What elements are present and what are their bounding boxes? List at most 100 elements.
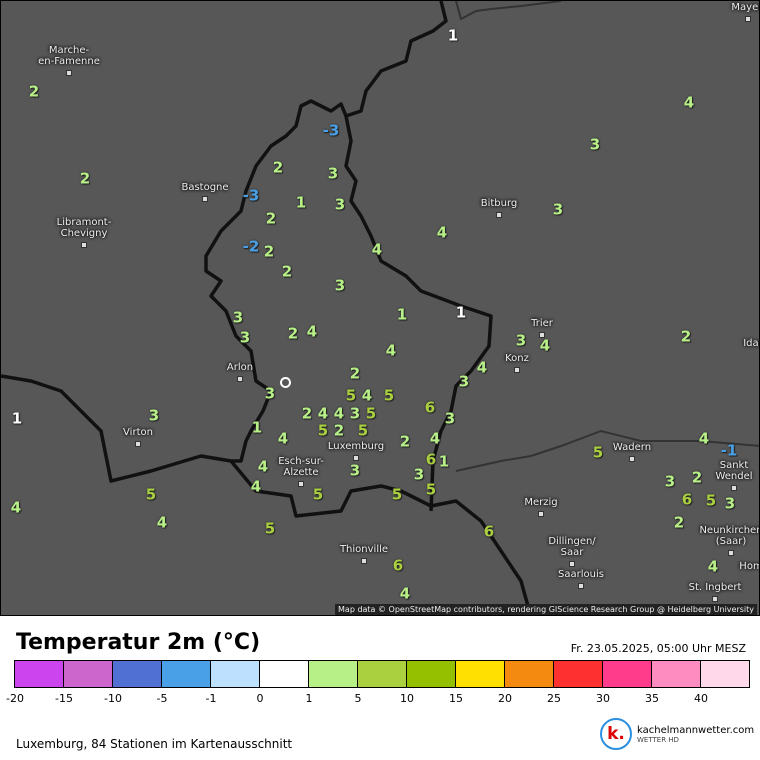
station-value[interactable]: 2	[680, 327, 692, 346]
station-value[interactable]: 3	[349, 404, 361, 423]
station-value[interactable]: 4	[429, 429, 441, 448]
scale-swatch	[113, 661, 162, 687]
station-value[interactable]: 3	[327, 164, 339, 183]
station-value[interactable]: 2	[673, 513, 685, 532]
station-value[interactable]: 4	[317, 404, 329, 423]
station-value[interactable]: 3	[349, 461, 361, 480]
station-value[interactable]: 1	[251, 418, 263, 437]
station-value[interactable]: 2	[691, 468, 703, 487]
city-label: Bitburg	[480, 198, 518, 209]
station-value[interactable]: 5	[145, 485, 157, 504]
station-value[interactable]: 6	[425, 450, 437, 469]
station-value[interactable]: 4	[385, 341, 397, 360]
station-value[interactable]: 3	[334, 195, 346, 214]
city-label: Konz	[505, 353, 529, 364]
station-value[interactable]: 5	[383, 386, 395, 405]
scale-tick: 0	[256, 692, 264, 705]
station-value[interactable]: 4	[698, 429, 710, 448]
station-value[interactable]: 2	[287, 324, 299, 343]
station-value[interactable]: 5	[365, 404, 377, 423]
station-value[interactable]: 4	[361, 386, 373, 405]
station-value[interactable]: 2	[301, 404, 313, 423]
scale-swatch	[358, 661, 407, 687]
station-value[interactable]: -3	[242, 186, 260, 205]
city-label: Wadern	[612, 442, 652, 453]
station-value[interactable]: 4	[539, 336, 551, 355]
station-value[interactable]: 2	[265, 209, 277, 228]
station-value[interactable]: 4	[436, 223, 448, 242]
station-value[interactable]: 2	[272, 158, 284, 177]
station-value[interactable]: 3	[444, 409, 456, 428]
station-value[interactable]: -3	[322, 121, 340, 140]
station-value[interactable]: 1	[396, 305, 408, 324]
station-value[interactable]: 3	[552, 200, 564, 219]
station-value[interactable]: 2	[333, 421, 345, 440]
station-value[interactable]: 4	[371, 240, 383, 259]
station-value[interactable]: 1	[295, 193, 307, 212]
station-value[interactable]: 4	[306, 322, 318, 341]
station-value[interactable]: 5	[425, 480, 437, 499]
scale-tick: 25	[547, 692, 561, 705]
station-value[interactable]: 3	[413, 465, 425, 484]
station-value[interactable]: 1	[438, 452, 450, 471]
station-value[interactable]: 5	[312, 485, 324, 504]
station-value[interactable]: 4	[333, 404, 345, 423]
station-value[interactable]: 2	[79, 169, 91, 188]
station-value[interactable]: 3	[239, 328, 251, 347]
station-value[interactable]: 4	[707, 557, 719, 576]
scale-tick: 30	[596, 692, 610, 705]
city-label: Merzig	[524, 497, 558, 508]
station-value[interactable]: 3	[264, 384, 276, 403]
station-value[interactable]: 2	[281, 262, 293, 281]
station-value[interactable]: 1	[455, 303, 467, 322]
scale-swatch	[456, 661, 505, 687]
station-value[interactable]: 3	[148, 406, 160, 425]
station-value[interactable]: 5	[391, 485, 403, 504]
scale-swatch	[162, 661, 211, 687]
station-value[interactable]: 4	[277, 429, 289, 448]
station-value[interactable]: 4	[156, 513, 168, 532]
city-marker	[731, 485, 737, 491]
station-value[interactable]: 4	[476, 358, 488, 377]
station-value[interactable]: 5	[357, 421, 369, 440]
station-value[interactable]: 5	[317, 421, 329, 440]
station-value[interactable]: 2	[399, 432, 411, 451]
border-state	[455, 1, 562, 21]
station-value[interactable]: 3	[515, 331, 527, 350]
station-value[interactable]: 5	[705, 491, 717, 510]
city-marker	[578, 583, 584, 589]
station-value[interactable]: 1	[447, 26, 459, 45]
station-value[interactable]: 2	[28, 82, 40, 101]
station-value[interactable]: -2	[242, 237, 260, 256]
station-value[interactable]: 4	[250, 477, 262, 496]
station-value[interactable]: 4	[683, 93, 695, 112]
station-value[interactable]: 5	[592, 443, 604, 462]
city-marker	[496, 212, 502, 218]
station-value[interactable]: 4	[10, 498, 22, 517]
datetime: Fr. 23.05.2025, 05:00 Uhr MESZ	[570, 642, 746, 655]
station-value[interactable]: 3	[334, 276, 346, 295]
station-value[interactable]: 3	[589, 135, 601, 154]
station-value[interactable]: 5	[345, 386, 357, 405]
station-value[interactable]: 6	[392, 556, 404, 575]
station-value[interactable]: 3	[664, 472, 676, 491]
station-value[interactable]: 4	[257, 457, 269, 476]
border-belgium	[204, 1, 448, 463]
station-value[interactable]: 2	[349, 364, 361, 383]
station-value[interactable]: -1	[720, 441, 738, 460]
station-value[interactable]: 3	[458, 372, 470, 391]
logo[interactable]: k. kachelmannwetter.com WETTER HD	[600, 718, 754, 750]
station-value[interactable]: 3	[724, 494, 736, 513]
scale-tick: -5	[156, 692, 168, 705]
station-value[interactable]: 6	[681, 490, 693, 509]
station-value[interactable]: 1	[11, 409, 23, 428]
station-value[interactable]: 6	[483, 522, 495, 541]
city-label: Neunkirchen (Saar)	[699, 525, 760, 547]
city-marker	[712, 596, 718, 602]
station-value[interactable]: 6	[424, 398, 436, 417]
map[interactable]: Marche- en-Famenne Bastogne Libramont- Che…	[0, 0, 760, 616]
station-value[interactable]: 5	[264, 519, 276, 538]
station-value[interactable]: 4	[399, 584, 411, 603]
station-value[interactable]: 3	[232, 308, 244, 327]
station-value[interactable]: 2	[263, 242, 275, 261]
